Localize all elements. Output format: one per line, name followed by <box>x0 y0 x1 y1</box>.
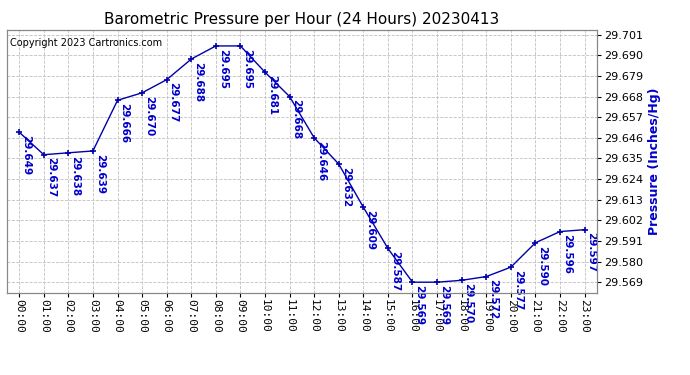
Text: 29.639: 29.639 <box>95 154 105 194</box>
Text: 29.677: 29.677 <box>168 82 179 123</box>
Text: 29.637: 29.637 <box>46 158 56 198</box>
Text: 29.570: 29.570 <box>464 283 473 323</box>
Text: 29.587: 29.587 <box>390 251 400 291</box>
Text: 29.597: 29.597 <box>586 232 596 273</box>
Text: 29.695: 29.695 <box>242 49 253 89</box>
Text: 29.590: 29.590 <box>538 246 547 286</box>
Text: 29.695: 29.695 <box>218 49 228 89</box>
Text: 29.577: 29.577 <box>513 270 523 310</box>
Text: 29.646: 29.646 <box>316 141 326 181</box>
Text: 29.569: 29.569 <box>439 285 449 325</box>
Text: 29.670: 29.670 <box>144 96 154 136</box>
Text: 29.668: 29.668 <box>292 99 302 140</box>
Text: 29.638: 29.638 <box>70 156 80 196</box>
Text: 29.666: 29.666 <box>119 103 130 143</box>
Text: 29.632: 29.632 <box>341 167 351 207</box>
Text: 29.596: 29.596 <box>562 234 572 274</box>
Text: 29.681: 29.681 <box>267 75 277 115</box>
Text: 29.649: 29.649 <box>21 135 31 175</box>
Text: 29.569: 29.569 <box>415 285 424 325</box>
Text: 29.572: 29.572 <box>489 279 498 320</box>
Title: Barometric Pressure per Hour (24 Hours) 20230413: Barometric Pressure per Hour (24 Hours) … <box>104 12 500 27</box>
Text: Copyright 2023 Cartronics.com: Copyright 2023 Cartronics.com <box>10 38 162 48</box>
Text: 29.688: 29.688 <box>193 62 203 102</box>
Y-axis label: Pressure (Inches/Hg): Pressure (Inches/Hg) <box>649 87 662 235</box>
Text: 29.609: 29.609 <box>365 210 375 250</box>
